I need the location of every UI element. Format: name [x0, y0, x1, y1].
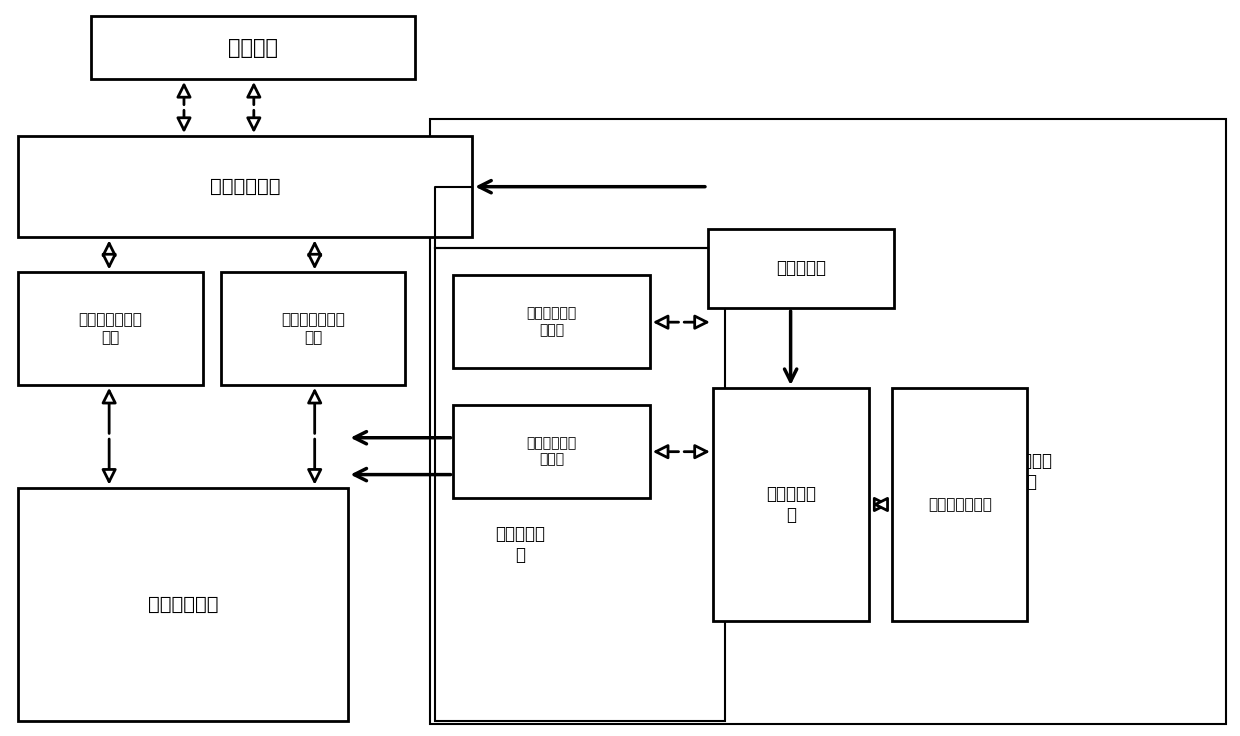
Bar: [454, 405, 650, 498]
Bar: [92, 16, 415, 79]
Text: 矢量加载模块: 矢量加载模块: [210, 177, 280, 197]
Text: 矢量相移寄存
器文件: 矢量相移寄存 器文件: [527, 307, 577, 337]
Bar: [435, 249, 724, 721]
Bar: [454, 275, 650, 368]
Bar: [430, 119, 1225, 723]
Bar: [19, 487, 347, 721]
Bar: [893, 388, 1027, 621]
Bar: [19, 136, 472, 238]
Text: 矢量数据寄存器
文件: 矢量数据寄存器 文件: [78, 313, 143, 345]
Text: 双缓冲寄存
器: 双缓冲寄存 器: [495, 525, 546, 564]
Text: 解包分发模
块: 解包分发模 块: [766, 485, 816, 524]
Text: 矢量移相模块: 矢量移相模块: [148, 595, 218, 614]
Text: 数据流控制
模块: 数据流控制 模块: [1003, 452, 1053, 490]
Text: 系统总线: 系统总线: [228, 38, 278, 57]
Text: 矢量相移寄存
器文件: 矢量相移寄存 器文件: [527, 436, 577, 467]
Bar: [708, 229, 894, 308]
Bar: [221, 272, 405, 385]
Text: 矢量数据寄存器
文件: 矢量数据寄存器 文件: [281, 313, 345, 345]
Bar: [713, 388, 869, 621]
Bar: [19, 272, 203, 385]
Text: 可重构配置: 可重构配置: [776, 259, 826, 277]
Text: 可重构阵列单元: 可重构阵列单元: [928, 497, 992, 512]
